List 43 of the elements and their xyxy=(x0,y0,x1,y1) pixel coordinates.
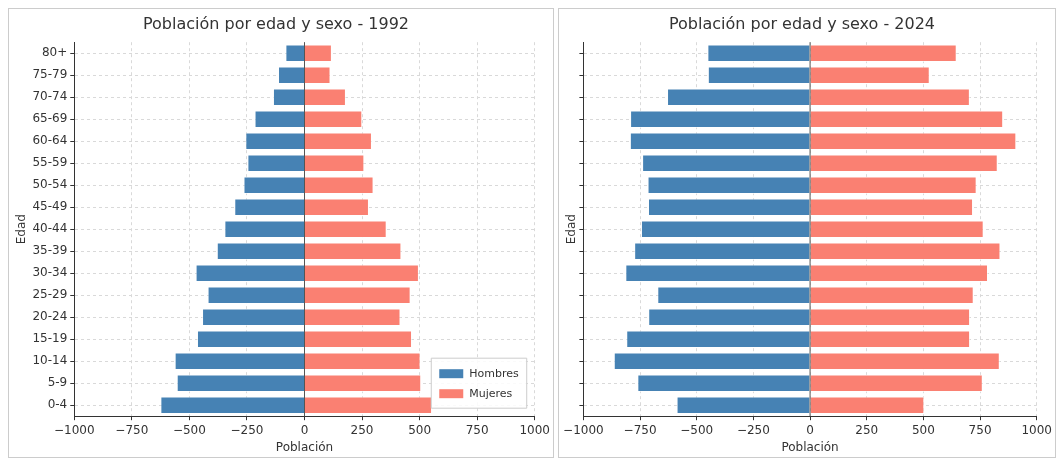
y-tick-label: 20-24 xyxy=(32,309,68,324)
x-axis-title: Población xyxy=(275,439,334,454)
y-tick-label: 10-14 xyxy=(32,353,68,368)
x-axis-title: Población xyxy=(781,439,839,454)
y-tick-label: 25-29 xyxy=(32,287,68,302)
x-tick-label: 1000 xyxy=(1021,422,1052,437)
y-tick-label: 60-64 xyxy=(32,133,68,148)
y-tick-label: 75-79 xyxy=(32,67,68,82)
x-tick-label: −500 xyxy=(172,422,206,437)
y-tick-label: 5-9 xyxy=(47,375,68,390)
y-tick-label: 35-39 xyxy=(32,243,68,258)
x-tick-label: −250 xyxy=(230,422,264,437)
x-tick-label: 750 xyxy=(465,422,489,437)
y-axis-title: Edad xyxy=(564,214,579,245)
x-tick-label: 750 xyxy=(968,422,992,437)
y-tick-label: 55-59 xyxy=(32,155,68,170)
x-tick-label: 500 xyxy=(911,422,935,437)
y-tick-label: 80+ xyxy=(41,45,68,60)
x-tick-label: −1000 xyxy=(53,422,95,437)
y-tick-label: 0-4 xyxy=(47,397,68,412)
x-tick-label: −250 xyxy=(736,422,770,437)
x-tick-label: 250 xyxy=(855,422,879,437)
y-tick-label: 70-74 xyxy=(32,89,68,104)
x-tick-label: −1000 xyxy=(563,422,604,437)
chart-title: Población por edad y sexo - 2024 xyxy=(668,13,936,33)
x-tick-label: 500 xyxy=(408,422,432,437)
y-tick-label: 50-54 xyxy=(32,177,68,192)
chart-title: Población por edad y sexo - 1992 xyxy=(142,13,410,33)
y-tick-label: 45-49 xyxy=(32,199,68,214)
y-tick-label: 15-19 xyxy=(32,331,68,346)
x-tick-label: 0 xyxy=(300,422,309,437)
x-tick-label: 0 xyxy=(806,422,814,437)
x-tick-label: −750 xyxy=(623,422,657,437)
legend-label: Hombres xyxy=(469,367,519,381)
x-tick-label: −500 xyxy=(680,422,714,437)
legend-label: Mujeres xyxy=(469,387,513,401)
y-tick-label: 30-34 xyxy=(32,265,68,280)
y-axis-title: Edad xyxy=(14,214,29,245)
y-tick-label: 40-44 xyxy=(32,221,68,236)
x-tick-label: 1000 xyxy=(519,422,550,437)
x-tick-label: −750 xyxy=(115,422,149,437)
x-tick-label: 250 xyxy=(350,422,374,437)
y-tick-label: 65-69 xyxy=(32,111,68,126)
